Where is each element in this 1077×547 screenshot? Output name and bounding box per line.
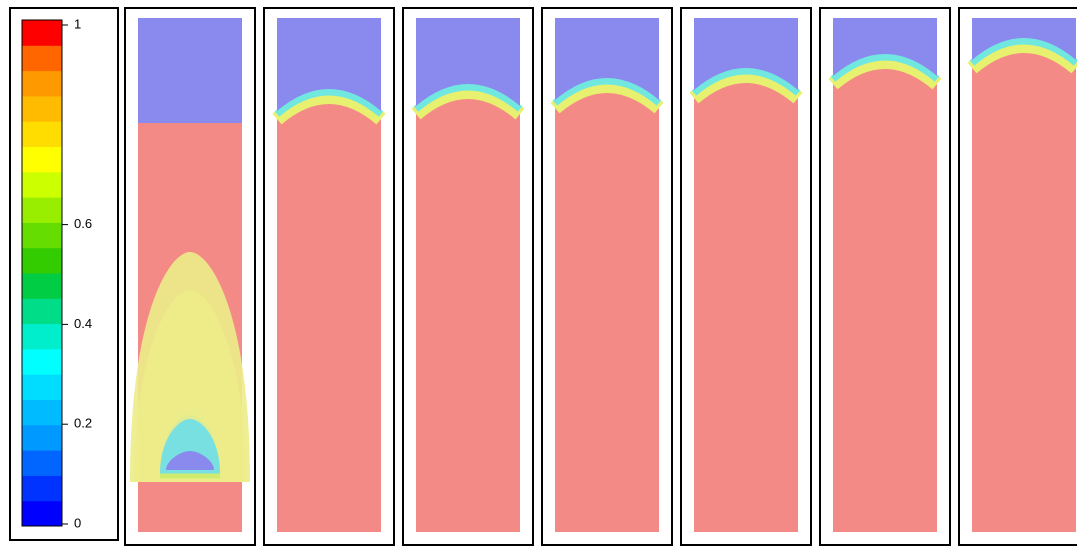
interface-yellow [272, 90, 386, 125]
bubble [166, 451, 214, 470]
gas-top [277, 18, 381, 111]
interface-cyan [969, 37, 1077, 66]
color-band [22, 95, 62, 122]
color-band [22, 171, 62, 198]
tick-label: 0.2 [74, 416, 92, 431]
panel [142, 7, 673, 546]
color-band [22, 475, 62, 502]
color-band [22, 374, 62, 400]
panel [130, 7, 1077, 546]
color-band [22, 121, 62, 147]
color-band [22, 273, 62, 299]
color-band [22, 20, 62, 46]
interface-yellow [967, 39, 1077, 74]
tick-label: 0.4 [74, 316, 92, 331]
color-band [22, 500, 62, 527]
simulation-panels [124, 7, 1077, 546]
interface-cyan [274, 88, 384, 117]
color-band [22, 399, 62, 426]
liquid [694, 18, 798, 532]
color-band [22, 247, 62, 274]
color-band [22, 348, 62, 375]
color-band [22, 70, 62, 97]
gas-top [138, 18, 242, 123]
color-band [22, 45, 62, 72]
gas-top [833, 18, 937, 76]
liquid [833, 18, 937, 532]
colorbar: 0 0.2 0.4 0.6 1 [21, 16, 92, 530]
color-band [22, 450, 62, 476]
liquid [972, 18, 1076, 532]
gas-top [972, 18, 1076, 60]
tick-label: 0.6 [74, 216, 92, 231]
gas-top [416, 18, 520, 106]
interface-yellow [689, 69, 803, 104]
colorbar-outline [21, 19, 63, 527]
interface-cyan [552, 77, 662, 106]
interface-yellow [550, 79, 664, 114]
panel [150, 7, 395, 546]
interface-cyan [830, 53, 940, 82]
color-band [22, 424, 62, 451]
colorbar-frame [9, 7, 119, 541]
interface-cyan [691, 67, 801, 96]
interface-cyan [413, 83, 523, 112]
color-band [22, 323, 62, 350]
gas-top [694, 18, 798, 90]
color-band [22, 197, 62, 223]
interface-yellow [828, 55, 942, 90]
color-band [22, 146, 62, 173]
interface-yellow [411, 85, 525, 120]
tick-label: 0 [74, 515, 81, 530]
plume [130, 252, 250, 482]
tick-label: 1 [74, 16, 81, 31]
color-band [22, 298, 62, 325]
gas-top [555, 18, 659, 100]
color-band [22, 222, 62, 249]
